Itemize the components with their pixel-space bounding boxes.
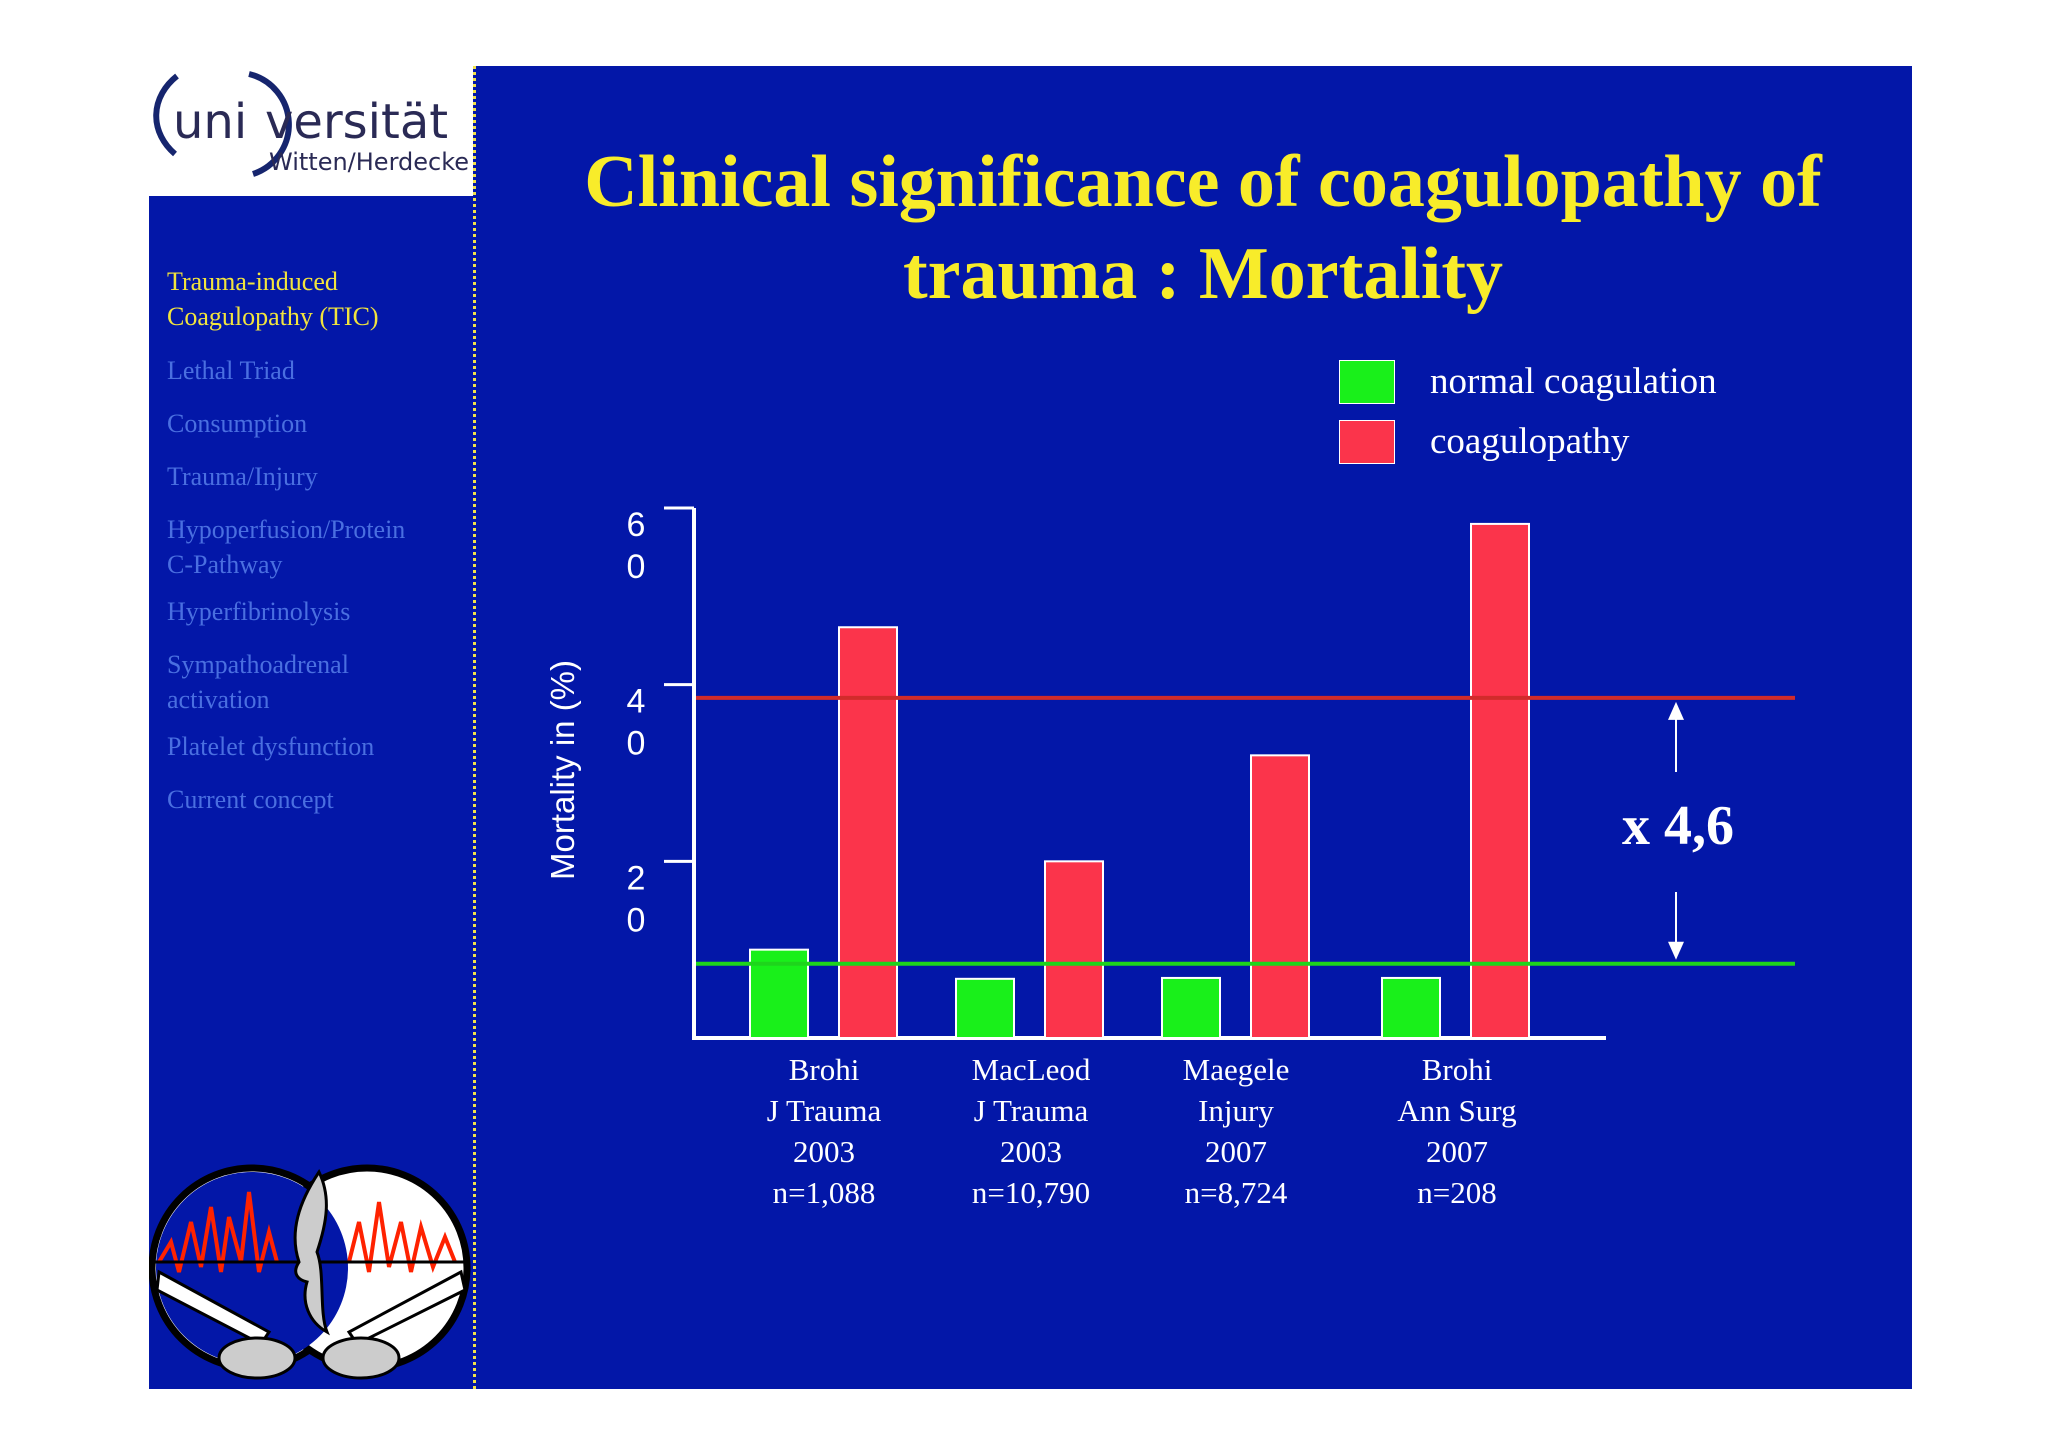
sidebar-item[interactable]: Sympathoadrenal activation [167, 647, 467, 717]
title-line-2: trauma : Mortality [902, 233, 1504, 315]
sidebar: uni versität Witten/Herdecke Trauma-indu… [149, 66, 473, 1389]
x-category-label: n=10,790 [972, 1175, 1090, 1210]
sidebar-item-label: C-Pathway [167, 550, 283, 579]
sidebar-item[interactable]: Lethal Triad [167, 353, 467, 388]
bar-coagulopathy [1044, 860, 1104, 1039]
sidebar-item-label: Lethal Triad [167, 356, 295, 385]
x-category-label: Ann Surg [1397, 1093, 1516, 1128]
x-category-label: n=208 [1417, 1175, 1496, 1210]
sidebar-item[interactable]: Platelet dysfunction [167, 729, 467, 764]
sidebar-item-label: Hyperfibrinolysis [167, 597, 351, 626]
x-category-label: MacLeod [972, 1052, 1091, 1087]
bar-coagulopathy [1250, 754, 1310, 1039]
x-category-label: J Trauma [767, 1093, 882, 1128]
x-category-label: Injury [1198, 1093, 1274, 1128]
sidebar-item-label: Hypoperfusion/Protein [167, 515, 406, 544]
slide-title: Clinical significance of coagulopathy of… [494, 136, 1912, 320]
arrow-down-head [1668, 941, 1684, 960]
x-category-label: 2003 [793, 1134, 855, 1169]
sidebar-item-label: Trauma/Injury [167, 462, 318, 491]
logo-subline: Witten/Herdecke [269, 148, 469, 176]
sidebar-item[interactable]: Consumption [167, 406, 467, 441]
sidebar-item[interactable]: Trauma/Injury [167, 459, 467, 494]
sidebar-item-label: Current concept [167, 785, 334, 814]
x-category-label: J Trauma [974, 1093, 1089, 1128]
x-category-label: Brohi [1422, 1052, 1493, 1087]
legend-swatch-normal [1339, 360, 1395, 404]
mortality-bar-chart: 2 0 4 0 6 0 Mortality in (%) x 4,6 Brohi J Trauma… [544, 506, 1795, 1210]
sidebar-item-label: Trauma-induced [167, 267, 338, 296]
x-category-label: 2007 [1426, 1134, 1488, 1169]
sidebar-item[interactable]: Hyperfibrinolysis [167, 594, 467, 629]
university-logo: uni versität Witten/Herdecke [149, 66, 473, 196]
sidebar-item-label: Sympathoadrenal [167, 650, 349, 679]
sidebar-divider [473, 66, 476, 1389]
bar-coagulopathy [838, 626, 898, 1039]
y-tick-label: 0 [627, 901, 646, 939]
y-tick-label: 4 [627, 683, 646, 721]
clinic-emblem [149, 1164, 471, 1380]
sidebar-item-label: activation [167, 685, 270, 714]
arrow-up-head [1668, 701, 1684, 720]
sidebar-item-label: Consumption [167, 409, 308, 438]
sidebar-item[interactable]: Hypoperfusion/Protein C-Pathway [167, 512, 467, 582]
sidebar-item[interactable]: Trauma-induced Coagulopathy (TIC) [167, 264, 467, 334]
legend-label-normal: normal coagulation [1430, 361, 1717, 402]
bar-normal-coagulation [955, 977, 1015, 1039]
sidebar-item-label: Platelet dysfunction [167, 732, 375, 761]
ratio-annotation: x 4,6 [1622, 795, 1734, 857]
y-tick-label: 2 [627, 859, 646, 897]
x-category-label: 2007 [1205, 1134, 1267, 1169]
logo-uni: uni [173, 94, 247, 150]
legend-label-coagulopathy: coagulopathy [1430, 421, 1630, 462]
y-tick-label: 0 [627, 548, 646, 586]
bar-normal-coagulation [1381, 976, 1441, 1040]
bar-normal-coagulation [1161, 976, 1221, 1040]
y-tick-label: 0 [627, 725, 646, 763]
x-category-label: 2003 [1000, 1134, 1062, 1169]
x-category-label: Brohi [789, 1052, 860, 1087]
sidebar-item-label: Coagulopathy (TIC) [167, 302, 379, 331]
x-category-label: Maegele [1183, 1052, 1290, 1087]
sidebar-item[interactable]: Current concept [167, 782, 467, 817]
logo-graphic: uni versität Witten/Herdecke [153, 71, 469, 177]
title-line-1: Clinical significance of coagulopathy of [584, 141, 1822, 223]
y-tick-label: 6 [627, 506, 646, 544]
legend-swatch-coagulopathy [1339, 420, 1395, 464]
x-category-label: n=1,088 [773, 1175, 876, 1210]
x-category-label: n=8,724 [1185, 1175, 1288, 1210]
slide: uni versität Witten/Herdecke Trauma-indu… [149, 66, 1912, 1389]
logo-versitat: versität [265, 94, 448, 150]
y-axis-label: Mortality in (%) [544, 660, 581, 880]
bar-coagulopathy [1470, 522, 1530, 1039]
